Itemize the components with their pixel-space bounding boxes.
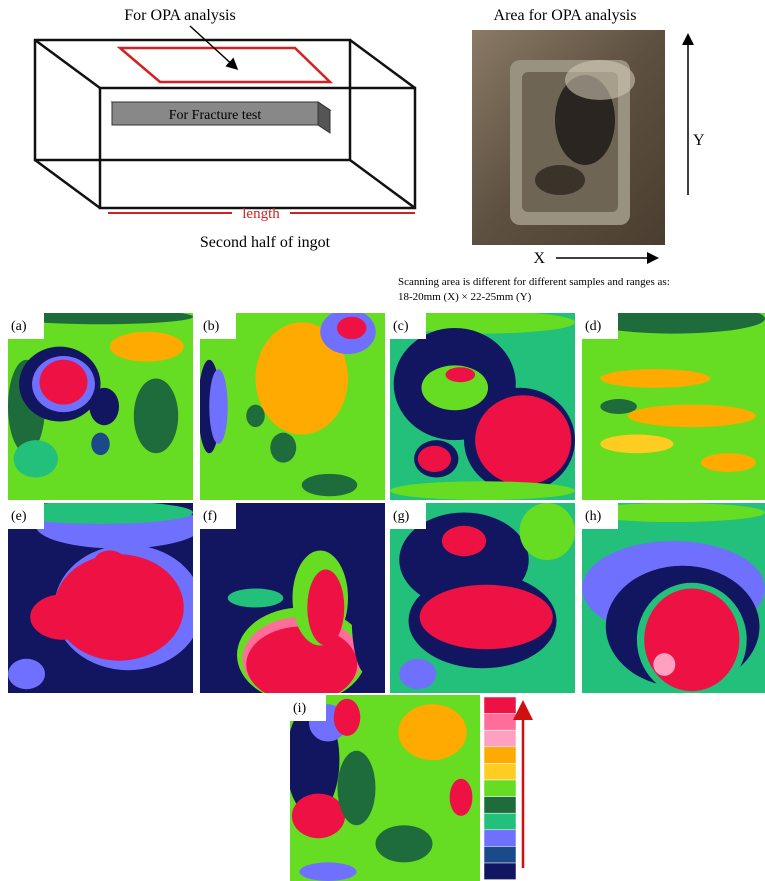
contour-region [292,794,345,839]
contour-layer [390,311,575,500]
contour-layer [8,501,202,693]
contour-region [8,659,45,689]
contour-map: (d) [582,304,765,500]
colour-cell [484,813,516,830]
contour-layer [582,503,765,697]
contour-region [91,433,110,455]
fracture-label: For Fracture test [169,108,262,123]
colour-cell [484,763,516,780]
contour-region [300,862,357,881]
contour-region [337,317,367,339]
contour-layer [390,503,575,693]
figure: For Fracture test For OPA analysis lengt… [0,0,765,881]
contour-region [376,825,433,862]
colour-bar [484,697,516,880]
panel-label: (d) [585,319,602,334]
panel-label: (h) [585,509,602,524]
y-label: Y [693,132,705,149]
contour-region [270,433,296,463]
contour-region [14,440,58,477]
colour-cell [484,730,516,747]
colour-cell [484,747,516,764]
panel-label: (g) [393,509,410,524]
contour-region [475,395,571,485]
contour-map: (b) [198,309,385,500]
contour-region [302,474,358,496]
contour-region [228,589,284,608]
contour-region [446,367,476,382]
contour-layer [286,695,480,881]
contour-map: (g) [390,503,575,693]
panel-label: (e) [11,509,27,524]
contour-region [398,704,466,760]
colour-cell [484,846,516,863]
contour-region [334,699,361,736]
colour-cell [484,714,516,731]
contour-region [390,481,575,500]
contour-region [600,435,673,454]
diagram-caption: Second half of ingot [200,234,331,251]
contour-region [418,446,451,472]
colour-cell [484,780,516,797]
contour-region [352,560,382,674]
contour-map: (h) [582,503,765,697]
contour-region [307,570,344,646]
contour-region [39,360,87,405]
opa-region [120,48,330,82]
contour-region [209,369,228,444]
contour-region [520,503,576,560]
panel-label: (i) [293,701,307,716]
contour-layer [200,503,385,703]
contour-region [399,659,436,689]
colour-cell [484,830,516,847]
contour-region [600,399,637,414]
contour-region [653,653,675,676]
contour-region [450,779,473,816]
contour-region [701,453,756,472]
contour-region [134,378,178,453]
contour-region [246,405,265,427]
panel-label: (c) [393,319,409,334]
contour-map: (c) [390,311,575,500]
contour-map: (f) [200,503,385,703]
note-line: Scanning area is different for different… [398,276,670,288]
length-label: length [242,206,280,222]
colour-cell [484,863,516,880]
panel-label: (f) [203,509,217,524]
contour-region [246,627,357,703]
colour-cell [484,797,516,814]
x-label: X [533,250,545,267]
note-line: 18-20mm (X) × 22-25mm (Y) [398,291,532,303]
contour-region [95,551,125,570]
contour-region [420,585,553,650]
contour-region [110,332,184,362]
contour-map: (e) [8,501,202,693]
colour-cell [484,697,516,714]
contour-region [30,594,97,640]
opa-label: For OPA analysis [124,7,235,24]
contour-region [338,751,376,825]
panel-label: (b) [203,319,220,334]
contour-region [600,369,710,388]
contour-region [89,388,119,425]
sample-photo [472,30,665,245]
contour-region [442,526,486,556]
contour-map: (a) [8,309,193,500]
photo-title: Area for OPA analysis [494,7,637,24]
contour-map: (i) [286,695,480,881]
contour-region [644,589,739,692]
panel-label: (a) [11,319,27,334]
contour-region [628,405,756,427]
